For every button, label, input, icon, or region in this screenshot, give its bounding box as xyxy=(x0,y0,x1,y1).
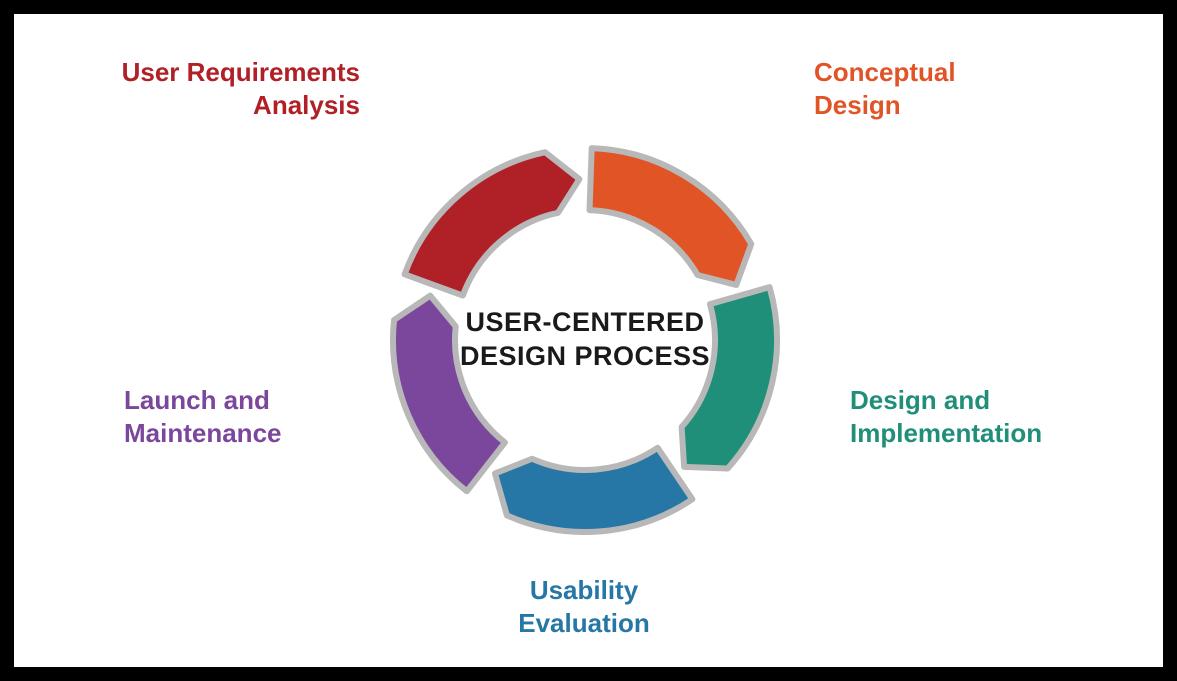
cycle-segment-3 xyxy=(495,448,692,532)
diagram-frame: USER-CENTERED DESIGN PROCESS User Requir… xyxy=(14,14,1163,667)
stage-label-4: Launch and Maintenance xyxy=(124,384,384,449)
stage-label-0: User Requirements Analysis xyxy=(70,56,360,121)
stage-label-2: Design and Implementation xyxy=(850,384,1130,449)
center-title: USER-CENTERED DESIGN PROCESS xyxy=(435,306,735,374)
cycle-segment-0 xyxy=(405,152,580,295)
stage-label-3: Usability Evaluation xyxy=(444,574,724,639)
stage-label-1: Conceptual Design xyxy=(814,56,1074,121)
cycle-segment-1 xyxy=(590,148,752,285)
